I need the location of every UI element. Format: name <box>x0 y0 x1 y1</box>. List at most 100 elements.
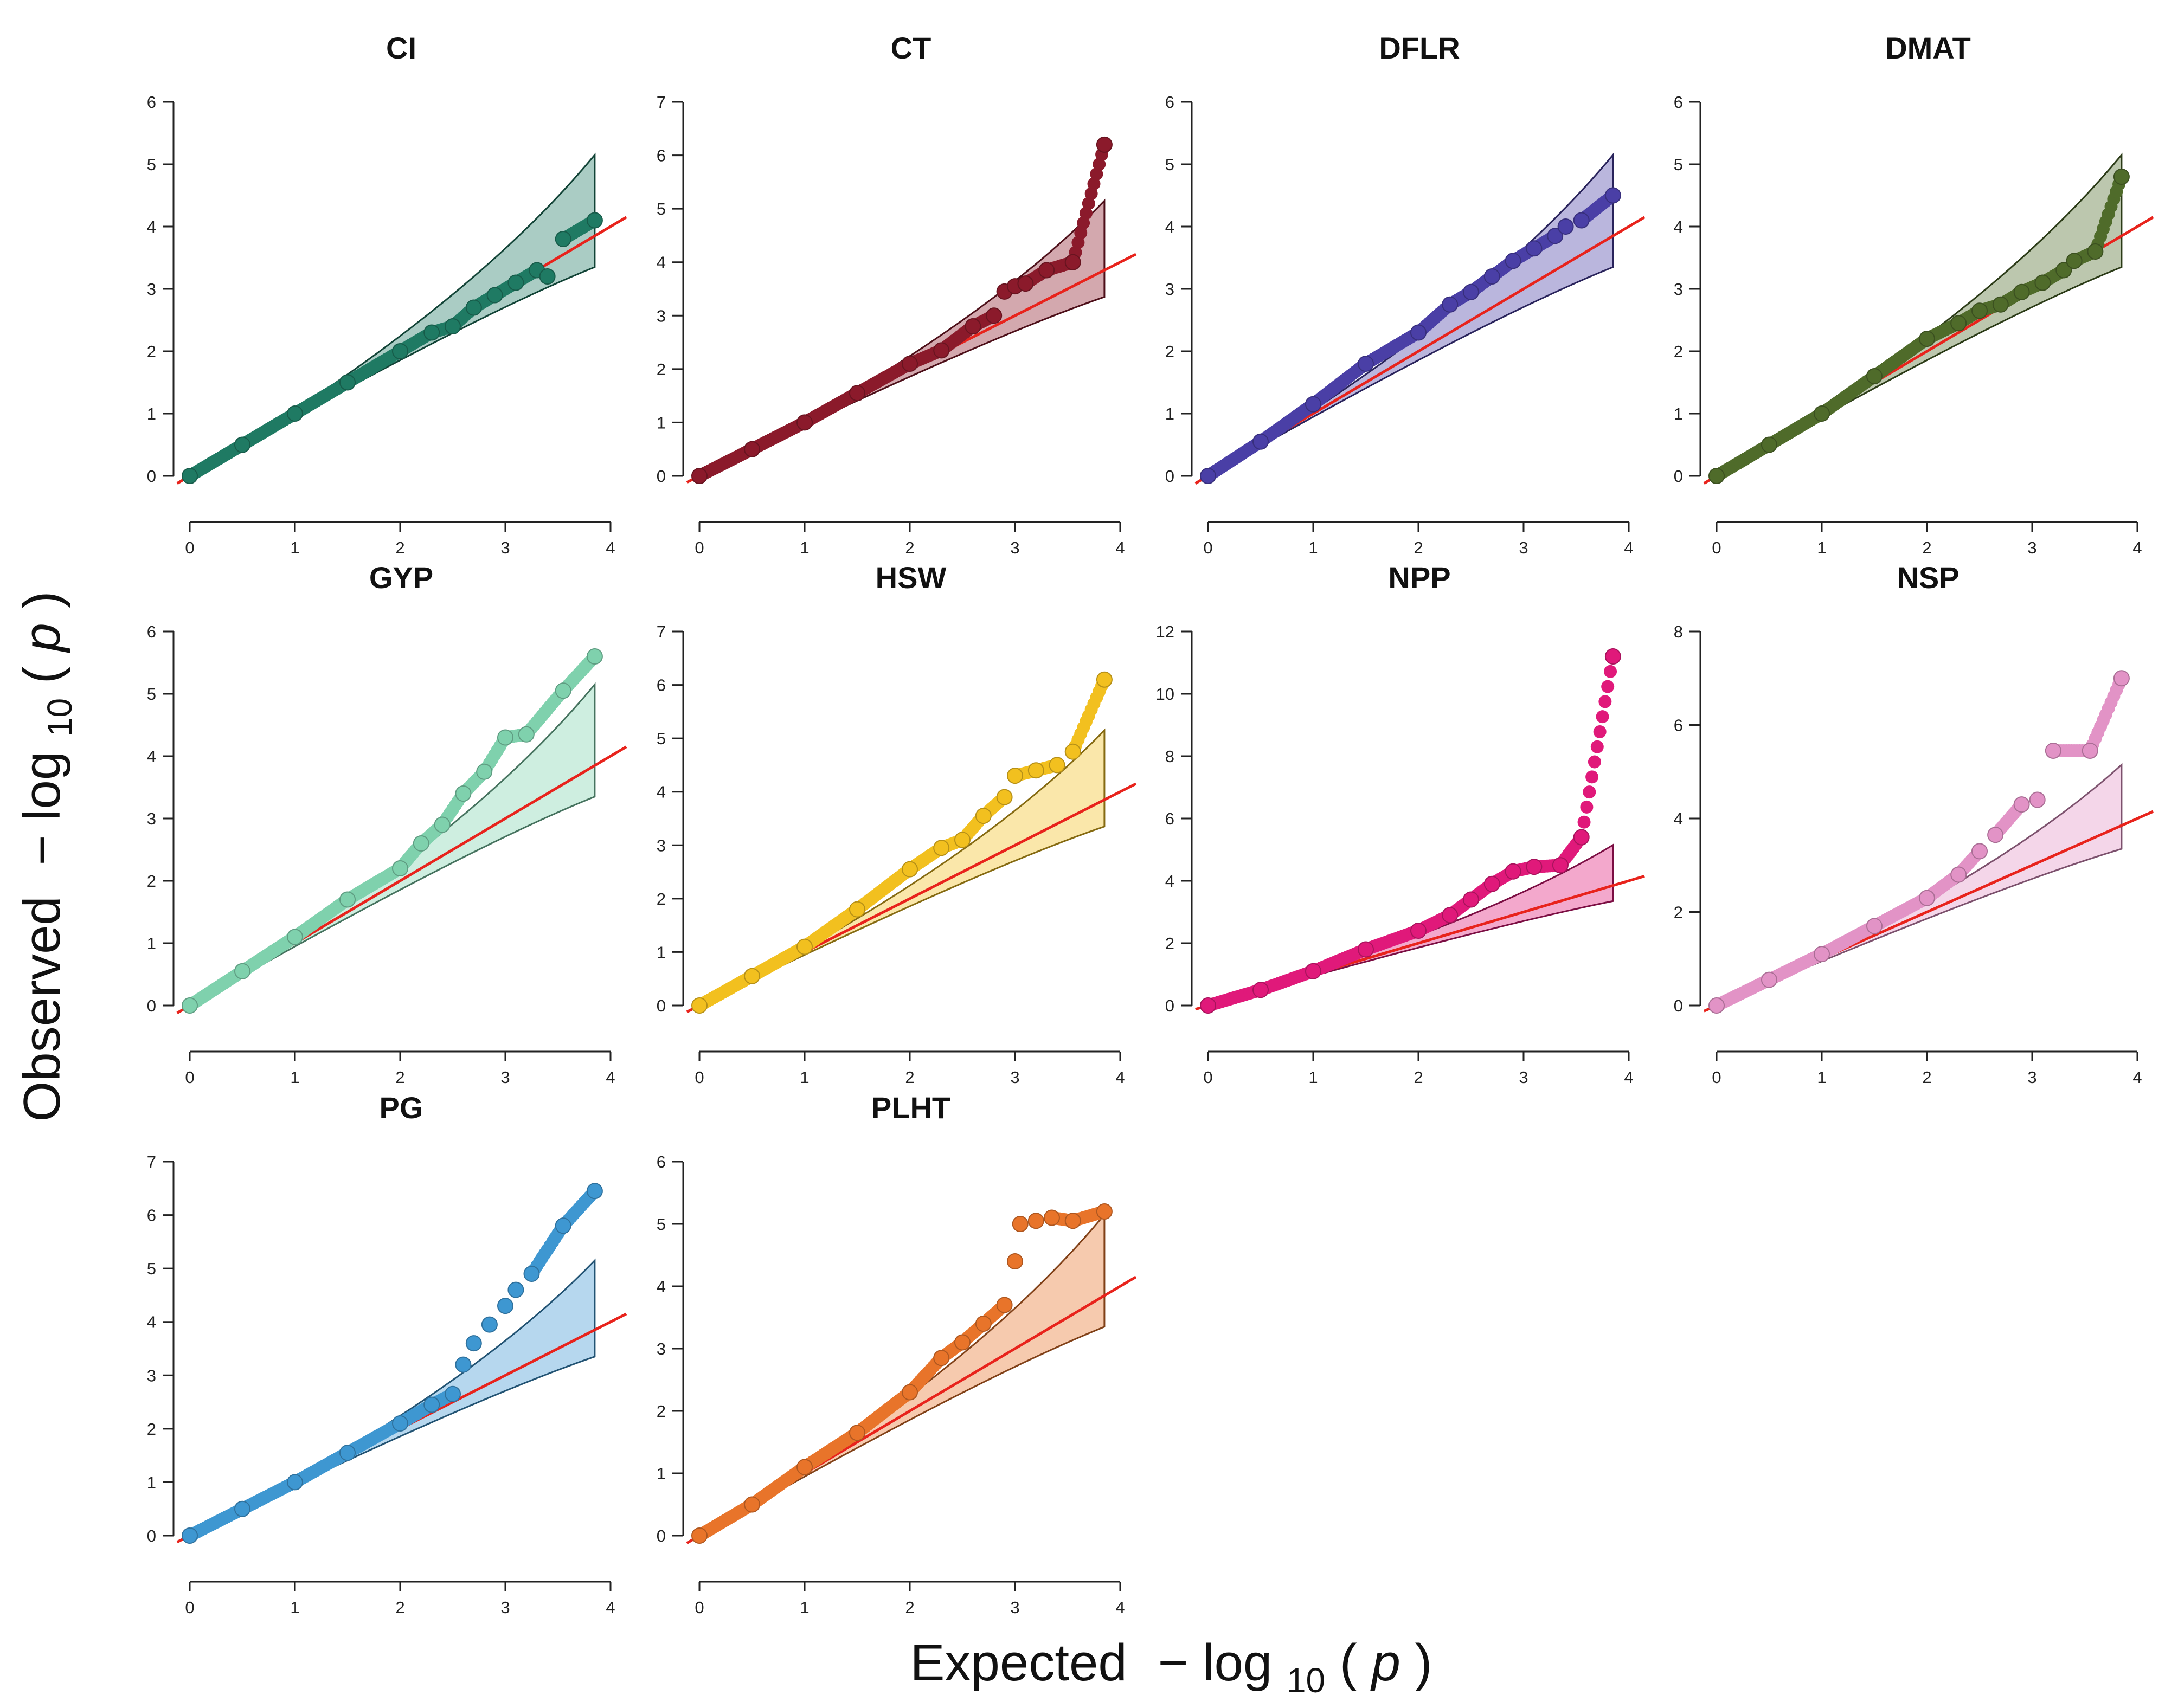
trail-point-ct-133 <box>1074 226 1088 240</box>
data-point-dmat-4 <box>1919 331 1935 347</box>
data-point-hsw-12 <box>1064 743 1081 760</box>
x-tick-label-dmat-3: 3 <box>2027 538 2036 557</box>
y-tick-label-dflr-6: 6 <box>1165 93 1174 112</box>
y-tick-label-hsw-2: 2 <box>657 890 666 908</box>
data-point-dmat-5 <box>1950 315 1967 332</box>
data-point-nsp-1 <box>1761 971 1777 988</box>
trail-point-npp-144 <box>1580 800 1594 814</box>
panel-plht: PLHT 0 1 2 3 4 5 6 0 1 2 3 4 <box>657 1091 1137 1617</box>
y-axis-title: Observed − log 10 ( p ) <box>13 591 83 1122</box>
y-tick-label-nsp-0: 0 <box>1674 996 1683 1015</box>
x-tick-label-pg-2: 2 <box>395 1598 404 1617</box>
data-point-hsw-4 <box>902 861 918 878</box>
x-axis-title-prefix: Expected <box>910 1634 1127 1692</box>
data-point-pg-5 <box>423 1396 440 1413</box>
data-point-ct-0 <box>691 468 708 484</box>
y-tick-label-ci-0: 0 <box>147 467 156 486</box>
data-point-npp-2 <box>1305 963 1321 979</box>
y-tick-label-npp-10: 10 <box>1156 685 1174 704</box>
data-point-ct-5 <box>933 342 950 359</box>
x-tick-label-ct-2: 2 <box>905 538 914 557</box>
x-axis-title-minus: − <box>1158 1634 1188 1692</box>
data-point-pg-2 <box>287 1474 303 1491</box>
data-point-gyp-2 <box>287 929 303 945</box>
y-tick-label-pg-1: 1 <box>147 1473 156 1492</box>
data-point-hsw-8 <box>996 789 1013 805</box>
data-point-ci-1 <box>234 436 250 453</box>
data-point-pg-6 <box>445 1385 461 1402</box>
x-tick-label-gyp-1: 1 <box>290 1068 299 1087</box>
data-point-dmat-9 <box>2034 274 2051 291</box>
data-point-nsp-4 <box>1919 890 1935 906</box>
trail-point-ct-137 <box>1084 187 1098 201</box>
panel-pg: PG 0 1 2 3 4 5 6 7 0 1 2 3 4 <box>147 1091 627 1617</box>
panel-title-npp: NPP <box>1388 560 1450 595</box>
data-point-gyp-1 <box>234 963 250 979</box>
data-point-gyp-3 <box>339 891 356 908</box>
y-tick-label-plht-6: 6 <box>657 1152 666 1171</box>
data-point-ci-2 <box>287 405 303 422</box>
data-point-npp-11 <box>1573 829 1590 846</box>
y-tick-label-gyp-2: 2 <box>147 872 156 891</box>
data-point-plht-5 <box>933 1350 950 1367</box>
data-point-hsw-10 <box>1027 762 1044 779</box>
data-point-dmat-3 <box>1866 368 1883 384</box>
data-point-nsp-9 <box>2029 791 2046 808</box>
data-point-dflr-9 <box>1526 240 1543 257</box>
trail-point-npp-151 <box>1598 695 1612 708</box>
y-tick-label-plht-4: 4 <box>657 1277 666 1296</box>
y-tick-label-dmat-6: 6 <box>1674 93 1683 112</box>
data-point-npp-4 <box>1410 923 1427 939</box>
trail-point-npp-146 <box>1585 770 1599 784</box>
data-point-plht-7 <box>975 1316 992 1332</box>
y-axis-title-open: ( <box>13 666 71 684</box>
y-tick-label-pg-7: 7 <box>147 1152 156 1171</box>
ci-band-dmat <box>1716 152 2123 477</box>
x-tick-label-pg-4: 4 <box>606 1598 615 1617</box>
y-tick-label-gyp-1: 1 <box>147 934 156 953</box>
x-tick-label-ct-1: 1 <box>800 538 809 557</box>
data-point-npp-10 <box>1552 857 1569 874</box>
y-tick-label-pg-2: 2 <box>147 1420 156 1439</box>
y-tick-label-nsp-8: 8 <box>1674 622 1683 641</box>
data-point-nsp-0 <box>1708 997 1725 1014</box>
data-point-plht-3 <box>849 1425 865 1441</box>
y-tick-label-npp-2: 2 <box>1165 934 1174 953</box>
trail-point-ct-138 <box>1087 177 1101 191</box>
data-point-pg-12 <box>523 1266 540 1282</box>
data-point-dmat-6 <box>1971 302 1988 319</box>
x-tick-label-nsp-2: 2 <box>1922 1068 1931 1087</box>
trail-point-ct-136 <box>1082 197 1095 210</box>
y-tick-label-ci-1: 1 <box>147 404 156 423</box>
data-point-dmat-0 <box>1708 468 1725 484</box>
y-tick-label-plht-1: 1 <box>657 1464 666 1483</box>
panel-dflr: DFLR 0 1 2 3 4 5 6 0 1 2 3 4 <box>1165 31 1646 557</box>
panel-title-ct: CT <box>891 31 931 65</box>
panel-title-hsw: HSW <box>876 560 947 595</box>
y-tick-label-hsw-6: 6 <box>657 676 666 695</box>
y-tick-label-hsw-0: 0 <box>657 996 666 1015</box>
y-tick-label-pg-3: 3 <box>147 1366 156 1385</box>
x-tick-label-ct-4: 4 <box>1115 538 1125 557</box>
x-tick-label-gyp-2: 2 <box>395 1068 404 1087</box>
data-point-ct-11 <box>1038 262 1055 279</box>
y-tick-label-ci-3: 3 <box>147 280 156 299</box>
data-point-pg-4 <box>392 1415 408 1432</box>
y-tick-label-ct-3: 3 <box>657 306 666 325</box>
data-point-dflr-1 <box>1252 433 1269 450</box>
data-point-hsw-5 <box>933 840 950 856</box>
y-tick-label-hsw-7: 7 <box>657 622 666 641</box>
data-point-ci-12 <box>555 231 571 247</box>
x-tick-label-ci-1: 1 <box>290 538 299 557</box>
trail-point-ct-134 <box>1077 216 1090 230</box>
trail-point-ct-139 <box>1090 167 1103 181</box>
y-tick-label-plht-2: 2 <box>657 1402 666 1421</box>
data-point-gyp-12 <box>586 648 603 665</box>
y-tick-label-dmat-5: 5 <box>1674 155 1683 174</box>
data-point-hsw-7 <box>975 808 992 824</box>
y-axis-title-sub: 10 <box>40 698 79 737</box>
y-tick-label-nsp-2: 2 <box>1674 903 1683 922</box>
y-tick-label-ct-2: 2 <box>657 360 666 379</box>
